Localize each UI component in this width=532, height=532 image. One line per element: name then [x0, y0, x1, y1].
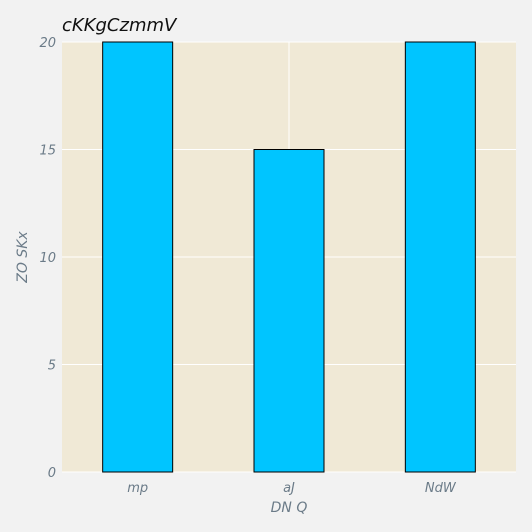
chart-title: cKKgCzmmV: [62, 15, 178, 36]
y-tick-label: 20: [39, 36, 56, 51]
y-tick-label: 5: [48, 359, 56, 374]
x-tick-label: mp: [127, 481, 148, 496]
y-tick-label: 10: [39, 251, 56, 266]
x-axis-ticks: mp aJ NdW: [127, 481, 457, 496]
bar-NdW: [404, 41, 476, 473]
y-tick-label: 0: [48, 466, 56, 481]
y-axis-ticks: 0 5 10 15 20: [39, 36, 56, 481]
bars: [102, 41, 476, 473]
x-axis-label: DN Q: [271, 500, 308, 516]
y-tick-label: 15: [39, 144, 56, 159]
x-tick-label: aJ: [283, 481, 295, 496]
x-tick-label: NdW: [425, 481, 457, 496]
bar-aJ: [253, 149, 325, 473]
bar-mp: [102, 41, 174, 473]
y-axis-label: ZO SKx: [15, 231, 31, 284]
